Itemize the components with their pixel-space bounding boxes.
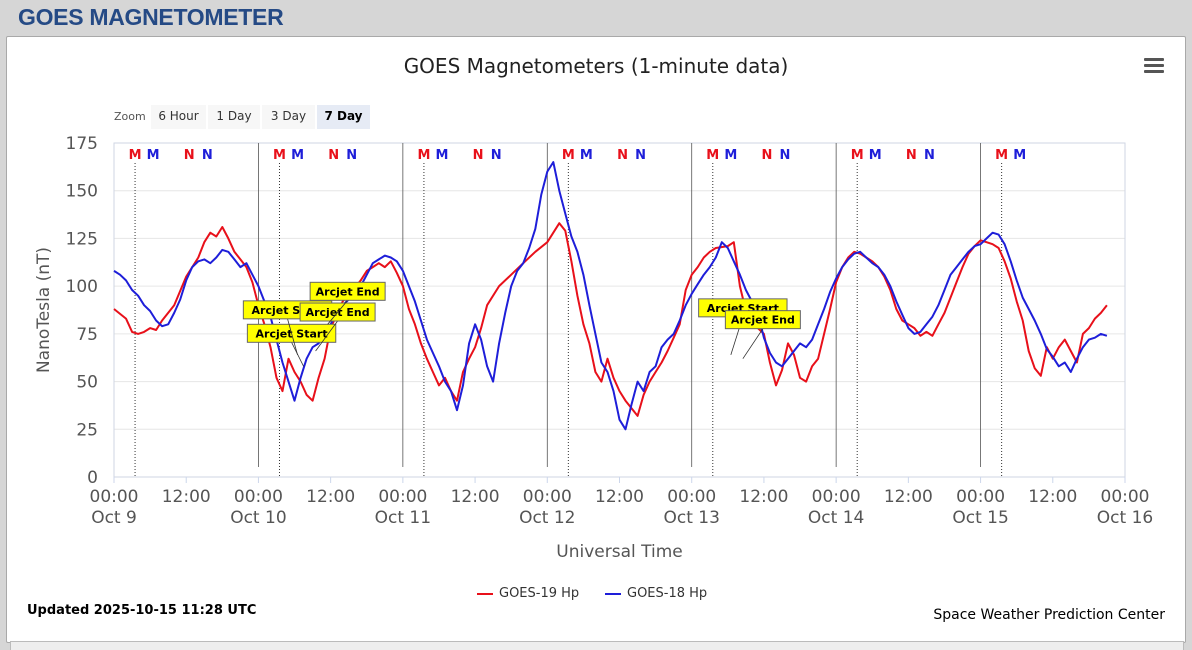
zoom-7-day-button[interactable]: 7 Day xyxy=(317,105,370,129)
marker-m: M xyxy=(724,148,737,163)
legend-swatch-goes19 xyxy=(477,592,493,595)
y-tick-label: 150 xyxy=(66,182,98,202)
x-tick-time-label: 00:00 xyxy=(812,487,861,507)
annotation-connector xyxy=(287,318,298,355)
y-tick-label: 50 xyxy=(76,373,98,393)
annotation-box xyxy=(309,281,386,301)
series-line-goes-19-hp xyxy=(113,222,1108,417)
x-tick-time-label: 12:00 xyxy=(1028,487,1077,507)
zoom-label: Zoom xyxy=(114,110,146,123)
y-tick-label: 25 xyxy=(76,420,98,440)
chart-menu-button[interactable] xyxy=(1142,58,1166,78)
annotation-connector xyxy=(327,300,348,325)
marker-n: N xyxy=(924,148,935,163)
x-tick-date-label: Oct 12 xyxy=(519,508,575,528)
legend-label-goes19: GOES-19 Hp xyxy=(499,586,580,601)
footer-strip xyxy=(10,641,1184,650)
credit-text: Space Weather Prediction Center xyxy=(933,607,1165,623)
legend-item-goes18[interactable]: GOES-18 Hp xyxy=(605,586,707,601)
marker-m: M xyxy=(291,148,304,163)
x-tick-date-label: Oct 16 xyxy=(1097,508,1153,528)
hamburger-icon-bar xyxy=(1144,64,1164,67)
marker-n: N xyxy=(491,148,502,163)
x-tick-time-label: 12:00 xyxy=(306,487,355,507)
zoom-1-day-button[interactable]: 1 Day xyxy=(208,105,260,129)
marker-m: M xyxy=(580,148,593,163)
y-tick-label: 125 xyxy=(66,229,98,249)
x-tick-time-label: 00:00 xyxy=(956,487,1005,507)
x-tick-time-label: 12:00 xyxy=(884,487,933,507)
marker-m: M xyxy=(129,148,142,163)
x-tick-time-label: 00:00 xyxy=(378,487,427,507)
legend-item-goes19[interactable]: GOES-19 Hp xyxy=(477,586,579,601)
marker-n: N xyxy=(346,148,357,163)
annotation-connector xyxy=(315,320,338,352)
x-tick-date-label: Oct 10 xyxy=(230,508,286,528)
x-tick-date-label: Oct 15 xyxy=(952,508,1008,528)
x-tick-time-label: 00:00 xyxy=(90,487,139,507)
x-tick-date-label: Oct 9 xyxy=(91,508,137,528)
marker-m: M xyxy=(147,148,160,163)
annotation-connector xyxy=(742,328,764,359)
page-header: GOES MAGNETOMETER xyxy=(0,0,1192,36)
marker-m: M xyxy=(706,148,719,163)
x-tick-time-label: 00:00 xyxy=(523,487,572,507)
marker-n: N xyxy=(617,148,628,163)
marker-n: N xyxy=(761,148,772,163)
annotation-label: Arcjet End xyxy=(316,285,380,298)
x-tick-time-label: 12:00 xyxy=(595,487,644,507)
x-tick-time-label: 12:00 xyxy=(451,487,500,507)
y-tick-label: 0 xyxy=(87,468,98,488)
y-tick-label: 175 xyxy=(66,134,98,154)
y-axis-title: NanoTesla (nT) xyxy=(34,247,54,373)
marker-n: N xyxy=(328,148,339,163)
x-tick-date-label: Oct 14 xyxy=(808,508,864,528)
annotation-box xyxy=(724,310,801,330)
marker-n: N xyxy=(473,148,484,163)
hamburger-icon-bar xyxy=(1144,70,1164,73)
page-title: GOES MAGNETOMETER xyxy=(18,4,284,30)
zoom-3-day-button[interactable]: 3 Day xyxy=(262,105,315,129)
marker-m: M xyxy=(1013,148,1026,163)
x-axis-title: Universal Time xyxy=(556,542,682,562)
legend-swatch-goes18 xyxy=(605,592,621,595)
marker-m: M xyxy=(562,148,575,163)
series-line-goes-18-hp xyxy=(113,161,1108,431)
annotation-label: Arcjet End xyxy=(731,314,795,327)
marker-m: M xyxy=(851,148,864,163)
y-tick-label: 100 xyxy=(66,277,98,297)
marker-n: N xyxy=(184,148,195,163)
legend-label-goes18: GOES-18 Hp xyxy=(627,586,708,601)
updated-timestamp: Updated 2025-10-15 11:28 UTC xyxy=(27,603,257,618)
marker-n: N xyxy=(202,148,213,163)
x-tick-time-label: 12:00 xyxy=(162,487,211,507)
x-tick-time-label: 00:00 xyxy=(667,487,716,507)
marker-m: M xyxy=(417,148,430,163)
x-tick-date-label: Oct 13 xyxy=(663,508,719,528)
marker-m: M xyxy=(869,148,882,163)
y-tick-label: 75 xyxy=(76,325,98,345)
marker-n: N xyxy=(906,148,917,163)
x-tick-time-label: 00:00 xyxy=(1101,487,1150,507)
marker-m: M xyxy=(436,148,449,163)
x-tick-time-label: 12:00 xyxy=(739,487,788,507)
x-tick-time-label: 00:00 xyxy=(234,487,283,507)
zoom-6-hour-button[interactable]: 6 Hour xyxy=(151,105,206,129)
marker-n: N xyxy=(780,148,791,163)
x-tick-date-label: Oct 11 xyxy=(375,508,431,528)
marker-m: M xyxy=(995,148,1008,163)
chart-title: GOES Magnetometers (1-minute data) xyxy=(403,54,789,78)
marker-m: M xyxy=(273,148,286,163)
hamburger-icon xyxy=(1144,58,1164,61)
marker-n: N xyxy=(635,148,646,163)
